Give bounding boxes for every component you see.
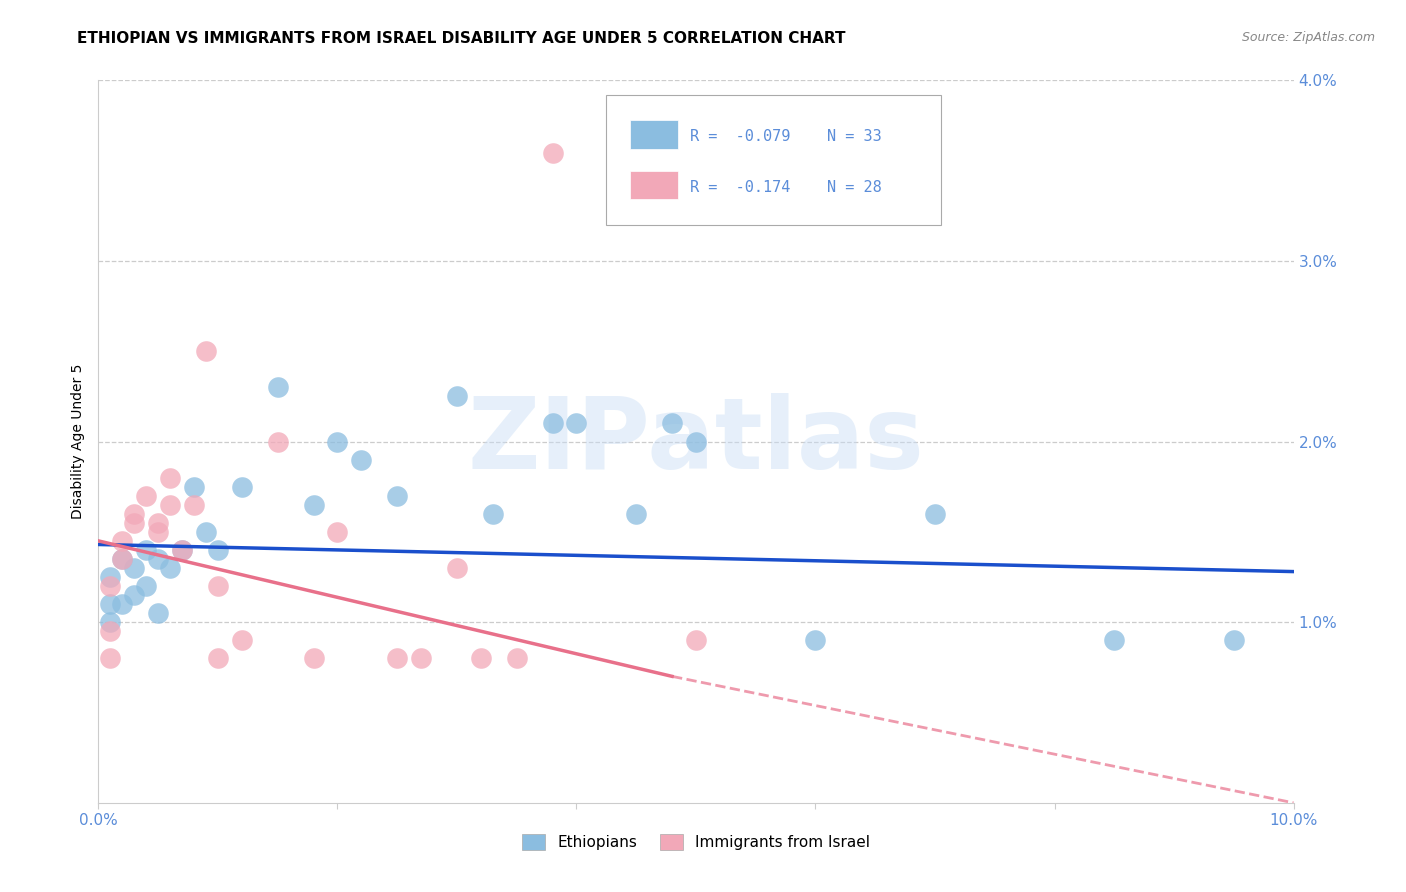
Point [98,579,122,593]
Point [183,498,205,512]
Text: ZIPatlas: ZIPatlas [468,393,924,490]
FancyBboxPatch shape [606,95,941,225]
Text: Source: ZipAtlas.com: Source: ZipAtlas.com [1241,31,1375,45]
Point [159,471,181,485]
Point [541,145,564,160]
Point [111,552,134,566]
Point [231,633,253,648]
Point [207,579,229,593]
Point [111,552,134,566]
Point [159,561,181,575]
Text: R =  -0.174: R = -0.174 [690,179,790,194]
Legend: Ethiopians, Immigrants from Israel: Ethiopians, Immigrants from Israel [516,829,876,856]
Point [124,516,146,530]
Text: N = 33: N = 33 [827,129,882,145]
Point [183,480,205,494]
Point [111,533,134,548]
Point [195,344,218,359]
Point [541,417,564,431]
Point [135,542,157,557]
Point [482,507,505,521]
Point [98,570,122,584]
Point [148,524,170,539]
Point [148,516,170,530]
Point [326,524,349,539]
Point [172,542,194,557]
Point [135,579,157,593]
Point [302,498,325,512]
Point [565,417,588,431]
Point [98,651,122,665]
Point [626,507,648,521]
Point [124,507,146,521]
Point [98,597,122,611]
Point [411,651,433,665]
Point [1104,633,1126,648]
Point [470,651,492,665]
Point [111,597,134,611]
Point [385,651,409,665]
Text: R =  -0.079: R = -0.079 [690,129,790,145]
Bar [630,120,678,149]
Point [195,524,218,539]
Text: N = 28: N = 28 [827,179,882,194]
Point [924,507,946,521]
Point [267,380,290,394]
Text: ETHIOPIAN VS IMMIGRANTS FROM ISRAEL DISABILITY AGE UNDER 5 CORRELATION CHART: ETHIOPIAN VS IMMIGRANTS FROM ISRAEL DISA… [77,31,846,46]
Point [1223,633,1246,648]
Point [446,389,468,403]
Y-axis label: Disability Age Under 5: Disability Age Under 5 [70,364,84,519]
Point [385,489,409,503]
Point [98,615,122,630]
Point [685,434,707,449]
Point [207,542,229,557]
Point [207,651,229,665]
Point [350,452,373,467]
Bar [630,170,678,200]
Point [506,651,529,665]
Point [267,434,290,449]
Point [661,417,683,431]
Point [172,542,194,557]
Point [804,633,827,648]
Point [326,434,349,449]
Point [302,651,325,665]
Point [135,489,157,503]
Point [148,606,170,620]
Point [685,633,707,648]
Point [148,552,170,566]
Point [98,624,122,639]
Point [159,498,181,512]
Point [446,561,468,575]
Point [231,480,253,494]
Point [124,588,146,602]
Point [124,561,146,575]
